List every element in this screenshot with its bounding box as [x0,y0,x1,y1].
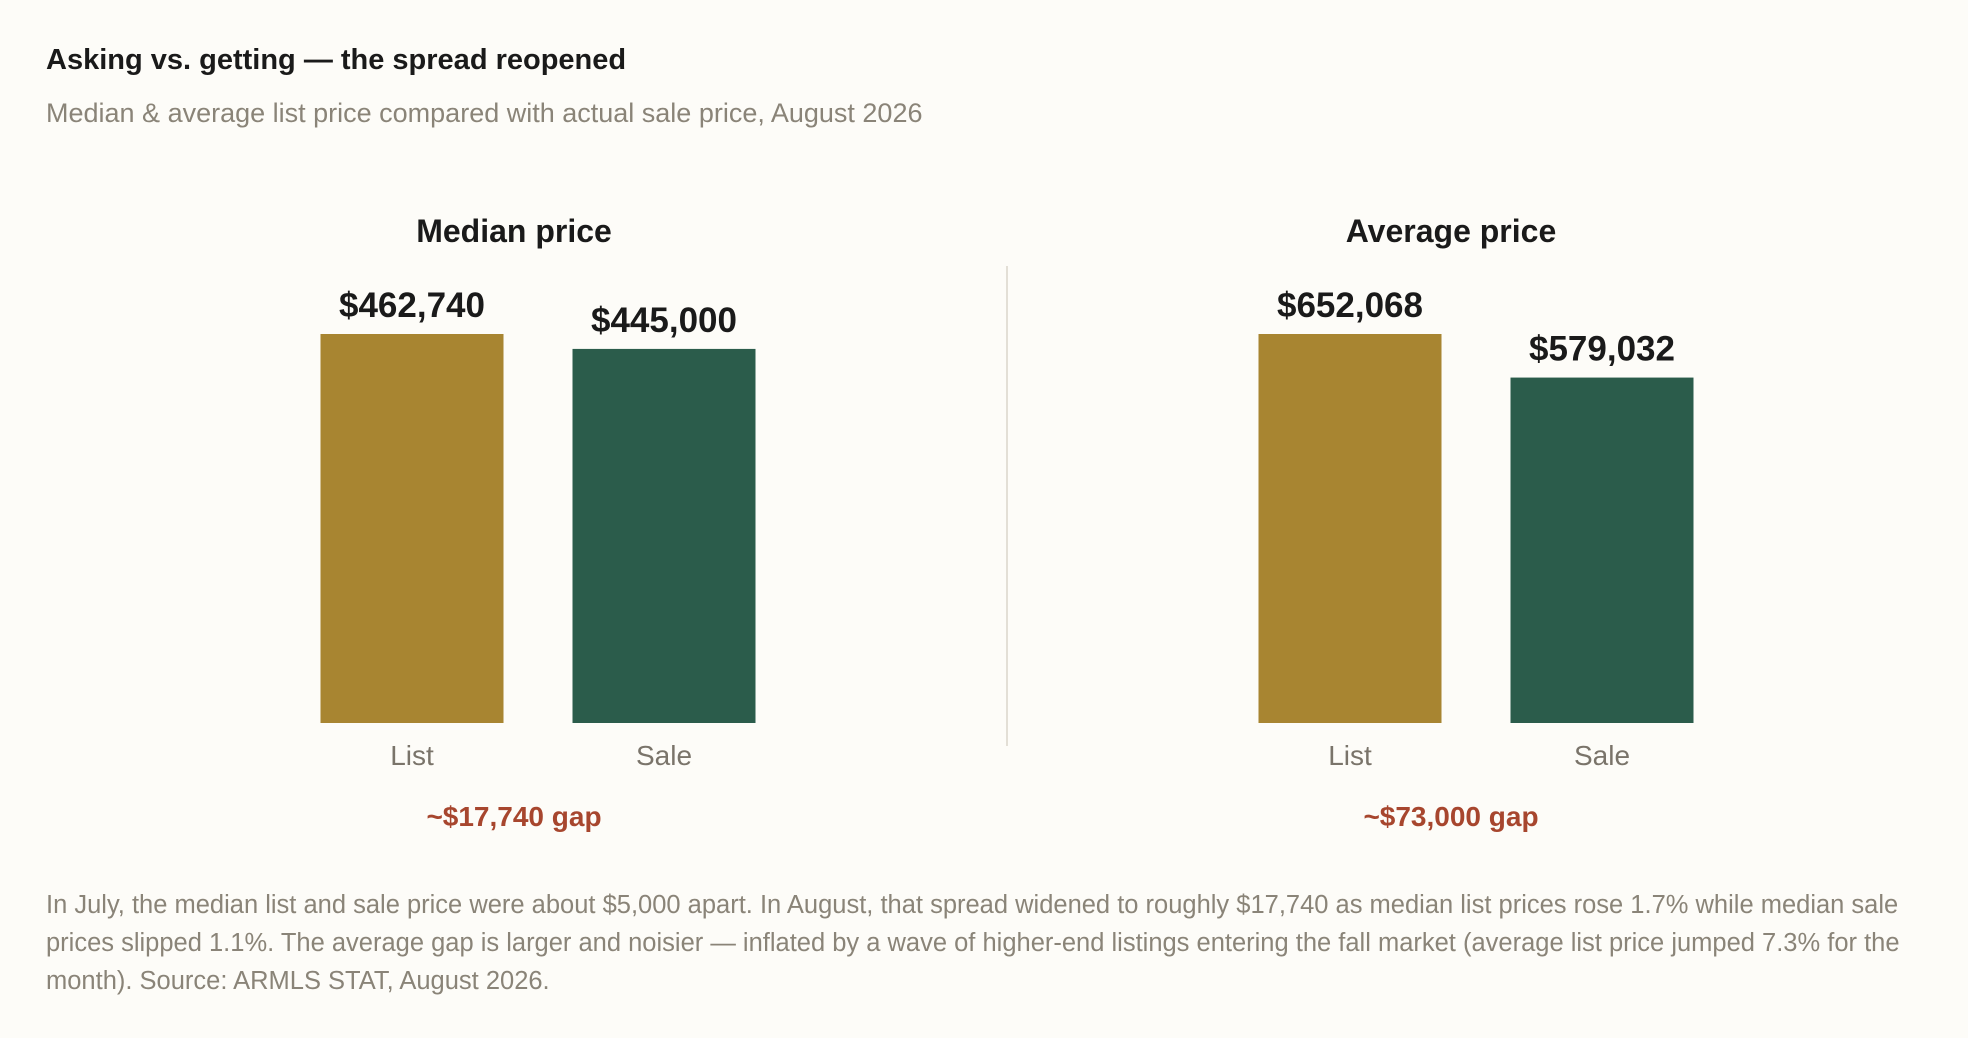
chart-subtitle: Median & average list price compared wit… [46,98,923,128]
chart-title: Asking vs. getting — the spread reopened [46,44,627,76]
category-label-average-list: List [1328,740,1372,771]
category-label-median-list: List [390,740,434,771]
bar-median-sale [572,348,756,723]
value-label-median-list: $462,740 [339,286,485,325]
value-label-average-sale: $579,032 [1529,330,1675,369]
value-label-median-sale: $445,000 [591,301,737,340]
panel-title-median: Median price [416,213,612,249]
panel-median-price: Median price $462,740 List $445,000 Sale ~$1… [320,213,756,832]
gap-annotation-average: ~$73,000 gap [1363,801,1538,832]
bar-average-sale [1510,377,1694,723]
category-label-average-sale: Sale [1574,740,1630,771]
value-label-average-list: $652,068 [1277,286,1423,325]
panel-average-price: Average price $652,068 List $579,032 Sale ~$… [1258,213,1694,832]
footnote: In July, the median list and sale price … [46,891,1900,995]
bar-average-list [1258,334,1442,723]
gap-annotation-median: ~$17,740 gap [426,801,601,832]
category-label-median-sale: Sale [636,740,692,771]
bar-median-list [320,334,504,723]
bar-charts: Median price $462,740 List $445,000 Sale ~$1… [320,213,1694,832]
panel-title-average: Average price [1346,213,1556,249]
